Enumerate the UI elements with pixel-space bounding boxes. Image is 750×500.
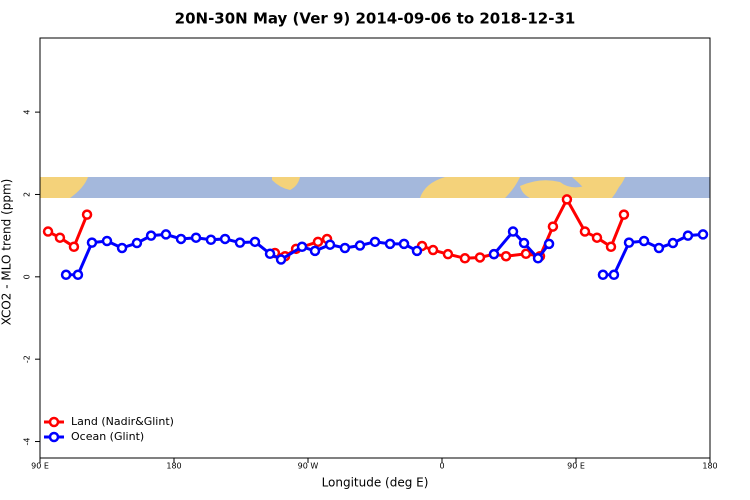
data-point xyxy=(597,269,609,281)
legend-label: Land (Nadir&Glint) xyxy=(71,415,174,428)
data-point xyxy=(312,236,324,248)
data-point xyxy=(608,269,620,281)
data-point xyxy=(339,242,351,254)
data-point xyxy=(398,238,410,250)
data-point xyxy=(507,226,519,237)
data-point xyxy=(618,209,630,220)
data-point xyxy=(605,241,617,253)
legend-label: Ocean (Glint) xyxy=(71,430,144,443)
data-point xyxy=(81,209,93,220)
data-point xyxy=(488,248,500,260)
data-point xyxy=(309,245,321,257)
data-point xyxy=(427,244,439,256)
data-point xyxy=(60,269,72,281)
data-point xyxy=(205,234,217,246)
data-point xyxy=(500,250,512,262)
data-point xyxy=(249,236,261,248)
x-tick-label: 0 xyxy=(439,462,444,471)
legend-marker xyxy=(48,416,60,428)
y-tick-label: 0 xyxy=(23,274,32,279)
map-strip xyxy=(40,177,710,198)
data-point xyxy=(86,237,98,248)
data-point xyxy=(175,233,187,245)
y-tick-label: 4 xyxy=(23,110,32,115)
data-point xyxy=(275,254,287,265)
x-axis-label: Longitude (deg E) xyxy=(322,476,429,490)
data-point xyxy=(518,237,530,249)
data-point xyxy=(411,245,423,257)
data-point xyxy=(561,194,573,205)
data-point xyxy=(591,232,603,243)
x-tick-label: 90 E xyxy=(31,462,49,471)
data-point xyxy=(474,252,486,263)
y-tick-label: -4 xyxy=(23,438,32,446)
data-point xyxy=(101,235,113,247)
data-point xyxy=(160,229,172,240)
data-point xyxy=(520,248,532,260)
data-point xyxy=(324,239,336,250)
data-point xyxy=(459,253,471,264)
data-point xyxy=(653,242,665,254)
plot-frame xyxy=(39,37,711,459)
data-point xyxy=(682,230,694,241)
y-tick-label: 2 xyxy=(23,192,32,197)
data-point xyxy=(638,235,650,247)
data-point xyxy=(623,237,635,248)
data-point xyxy=(697,229,709,240)
data-point xyxy=(532,253,544,264)
data-point xyxy=(190,232,202,243)
data-point xyxy=(116,242,128,254)
data-point xyxy=(667,237,679,249)
data-point xyxy=(547,221,559,232)
data-point xyxy=(442,248,454,260)
data-point xyxy=(579,226,591,237)
data-point xyxy=(354,240,366,251)
x-tick-label: 180 xyxy=(166,462,181,471)
data-point xyxy=(264,248,276,260)
x-tick-label: 180 xyxy=(702,462,717,471)
data-point xyxy=(234,237,246,248)
series-line xyxy=(66,229,704,277)
series-line xyxy=(47,196,626,260)
data-point xyxy=(369,236,381,248)
data-point xyxy=(296,241,308,253)
data-point xyxy=(543,238,555,250)
data-point xyxy=(219,233,231,245)
x-tick-label: 90 W xyxy=(298,462,319,471)
chart-title: 20N-30N May (Ver 9) 2014-09-06 to 2018-1… xyxy=(175,10,576,28)
data-point xyxy=(72,269,84,281)
data-point xyxy=(54,232,66,243)
y-axis-label: XCO2 - MLO trend (ppm) xyxy=(0,179,14,326)
data-point xyxy=(42,226,54,237)
x-tick-label: 90 E xyxy=(567,462,585,471)
data-point xyxy=(384,238,396,250)
data-point xyxy=(145,230,157,241)
data-point xyxy=(131,237,143,249)
legend-marker xyxy=(48,431,60,443)
data-point xyxy=(68,241,80,253)
y-tick-label: -2 xyxy=(23,355,32,363)
